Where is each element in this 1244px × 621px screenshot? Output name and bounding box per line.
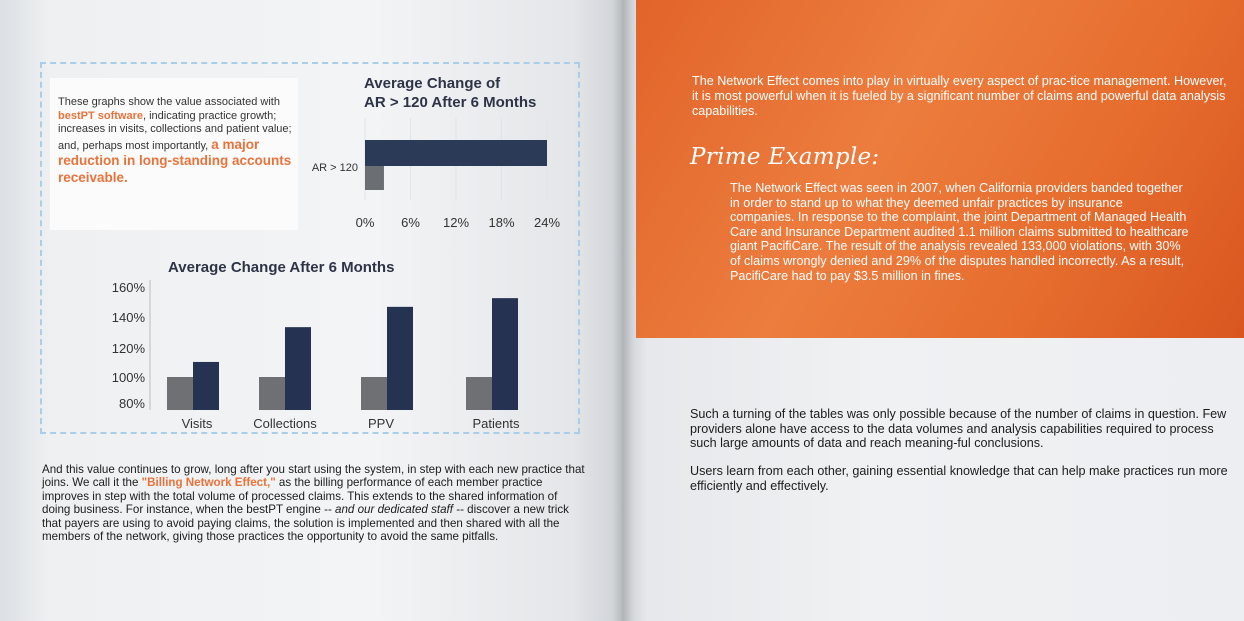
intro-box bbox=[50, 78, 298, 230]
orange-panel bbox=[636, 0, 1244, 338]
change-tick-label: 100% bbox=[112, 370, 146, 385]
prime-example-heading: Prime Example: bbox=[690, 144, 880, 170]
change-category-label: Collections bbox=[253, 416, 317, 431]
change-tick-label: 160% bbox=[112, 280, 146, 295]
ar-chart: 0% 6% 12% 18% 24% AR > 120 bbox=[312, 118, 560, 230]
ar-tick-label: 24% bbox=[534, 215, 560, 230]
ar-bar-series2 bbox=[365, 166, 384, 190]
ar-chart-title-line2: AR > 120 After 6 Months bbox=[364, 94, 537, 111]
ar-tick-label: 12% bbox=[443, 215, 469, 230]
intro-part2: , indicating practice growth; increases … bbox=[58, 109, 292, 152]
ar-category-label: AR > 120 bbox=[312, 162, 358, 174]
change-tick-label: 80% bbox=[119, 396, 145, 411]
body-part1: And this value continues to grow, long a… bbox=[42, 463, 585, 490]
change-chart: 160% 140% 120% 100% 80% Visits Collections PPV P… bbox=[112, 280, 520, 431]
change-category-label: Patients bbox=[473, 416, 520, 431]
body-part3: -- discover a new trick that payers are … bbox=[42, 503, 569, 544]
change-chart-title: Average Change After 6 Months bbox=[168, 259, 395, 276]
change-bar-baseline bbox=[466, 377, 492, 410]
ar-tick-label: 18% bbox=[488, 215, 514, 230]
book-spine bbox=[612, 0, 634, 621]
right-paragraph-1: Such a turning of the tables was only po… bbox=[690, 407, 1227, 451]
right-paragraph-2: Users learn from each other, gaining ess… bbox=[690, 464, 1228, 493]
prime-example-text: The Network Effect was seen in 2007, whe… bbox=[730, 181, 1189, 283]
change-tick-label: 140% bbox=[112, 310, 146, 325]
body-italic: and our dedicated staff bbox=[335, 503, 453, 517]
change-bar-after bbox=[285, 327, 311, 410]
ar-bar-series1 bbox=[365, 140, 547, 166]
change-bar-baseline bbox=[361, 377, 387, 410]
intro-part1: These graphs show the value associated w… bbox=[58, 96, 280, 108]
intro-text: These graphs show the value associated w… bbox=[58, 96, 294, 186]
ar-tick-label: 0% bbox=[356, 215, 375, 230]
ar-tick-label: 6% bbox=[401, 215, 420, 230]
change-bar-baseline bbox=[259, 377, 285, 410]
change-category-label: PPV bbox=[368, 416, 394, 431]
change-bar-baseline bbox=[167, 377, 193, 410]
left-body-paragraph: And this value continues to grow, long a… bbox=[42, 463, 587, 543]
intro-big-highlight: a major reduction in long-standing accou… bbox=[58, 136, 292, 185]
billing-network-effect: "Billing Network Effect," bbox=[141, 476, 276, 490]
charts-frame bbox=[40, 62, 580, 434]
change-bar-after bbox=[387, 306, 413, 410]
ar-chart-title-line1: Average Change of bbox=[364, 75, 501, 92]
body-part2: as the billing performance of each membe… bbox=[42, 476, 558, 517]
intro-highlight: bestPT software bbox=[58, 109, 143, 122]
change-bar-after bbox=[492, 298, 518, 410]
change-bar-after bbox=[193, 361, 219, 410]
change-tick-label: 120% bbox=[112, 341, 146, 356]
network-effect-intro: The Network Effect comes into play in vi… bbox=[692, 74, 1227, 119]
ar-chart-title: Average Change of AR > 120 After 6 Month… bbox=[364, 74, 536, 112]
change-category-label: Visits bbox=[182, 416, 213, 431]
